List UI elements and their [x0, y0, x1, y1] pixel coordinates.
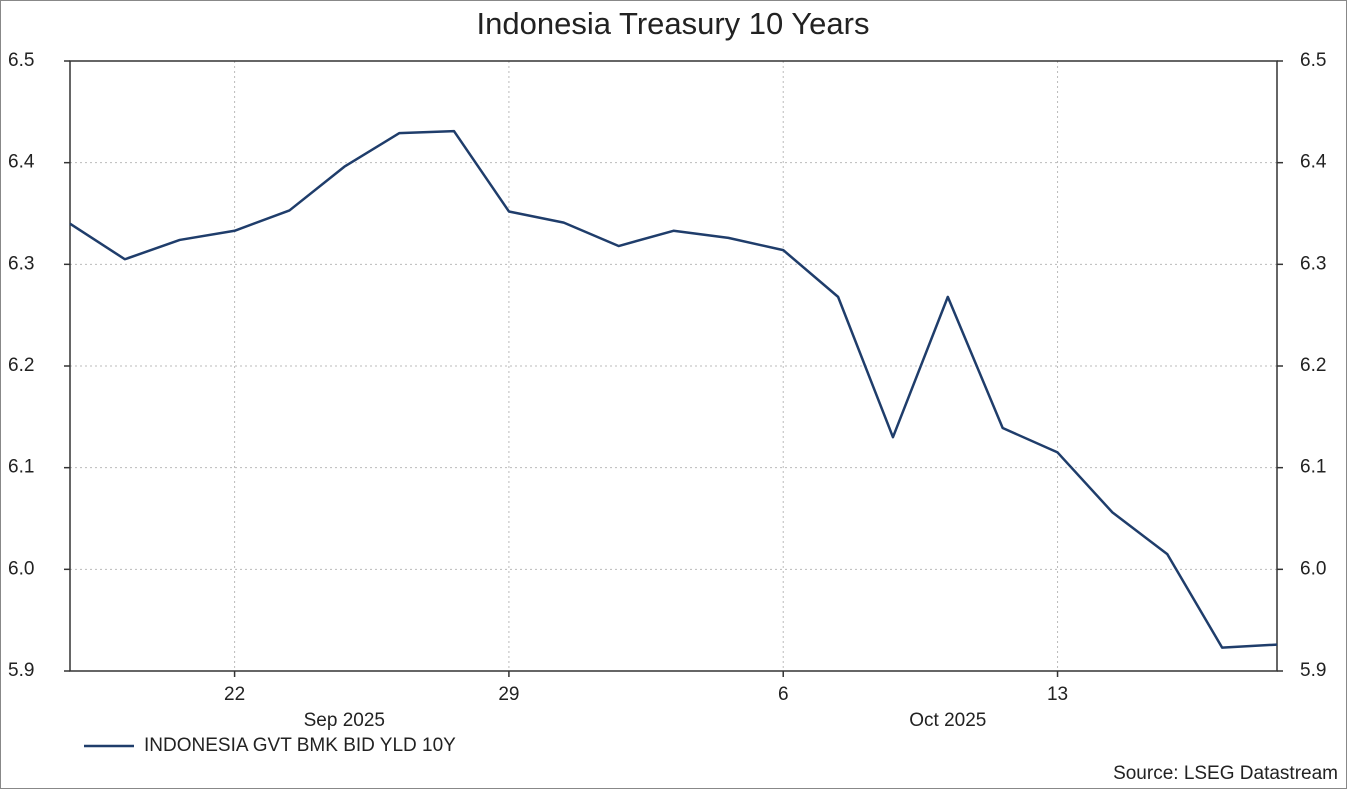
y2-tick-label: 6.4 — [1300, 152, 1327, 173]
chart-title: Indonesia Treasury 10 Years — [477, 6, 870, 41]
plot-frame — [69, 60, 1278, 672]
y2-tick-label: 6.0 — [1300, 558, 1326, 579]
y-tick-label: 5.9 — [8, 660, 34, 681]
y-tick-label: 6.5 — [8, 50, 34, 71]
source: Source: LSEG Datastream — [1113, 763, 1338, 784]
series-line — [69, 129, 1278, 649]
x-group-label: Sep 2025 — [304, 710, 385, 731]
y2-tick-label: 6.3 — [1300, 253, 1326, 274]
y-tick-label: 6.2 — [8, 355, 34, 376]
y-tick-label: 6.4 — [8, 152, 35, 173]
x-tick-label: 6 — [778, 684, 789, 705]
x-tick-label: 22 — [224, 684, 245, 705]
y2-tick-label: 6.1 — [1300, 457, 1326, 478]
y-tick-label: 6.3 — [8, 253, 34, 274]
y2-tick-label: 6.2 — [1300, 355, 1326, 376]
y2-tick-label: 5.9 — [1300, 660, 1326, 681]
y-tick-label: 6.0 — [8, 558, 34, 579]
x-group-label: Oct 2025 — [909, 710, 986, 731]
y-tick-label: 6.1 — [8, 457, 34, 478]
y2-tick-label: 6.5 — [1300, 50, 1326, 71]
legend-label: INDONESIA GVT BMK BID YLD 10Y — [144, 735, 456, 756]
x-tick-label: 29 — [498, 684, 519, 705]
x-tick-label: 13 — [1047, 684, 1068, 705]
